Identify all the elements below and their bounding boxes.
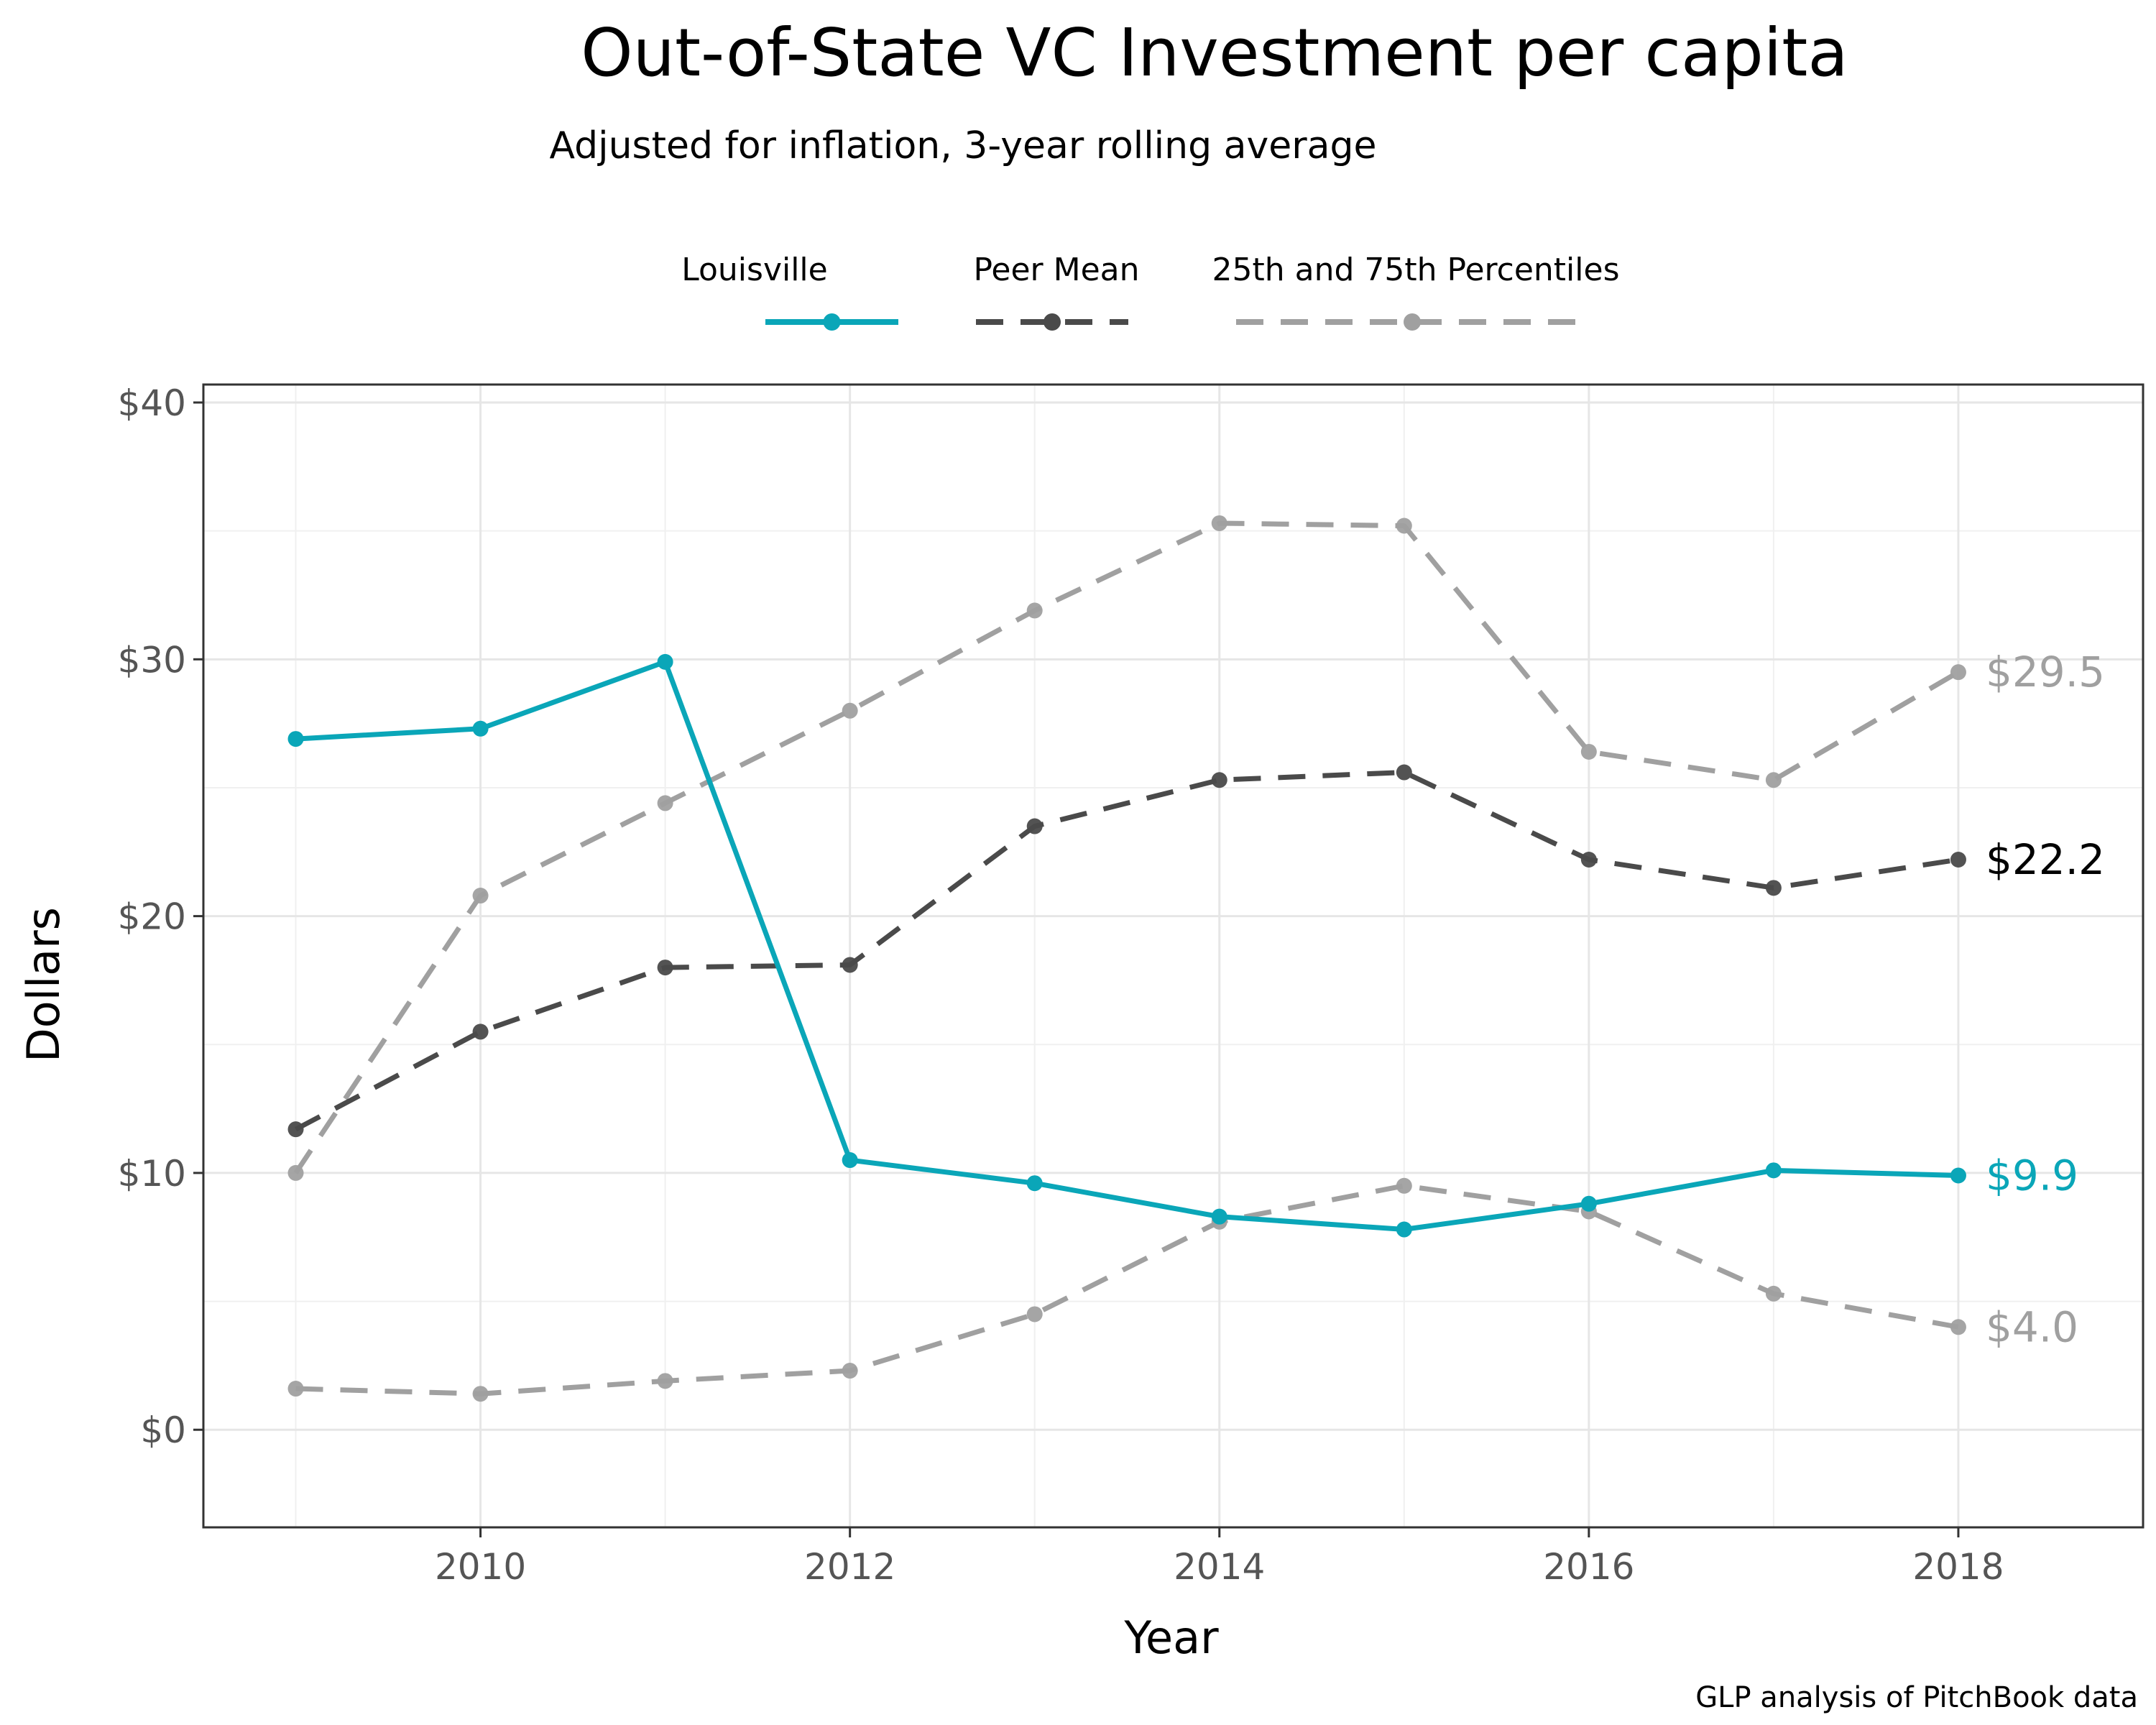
data-point-mean xyxy=(842,957,858,973)
data-point-p75 xyxy=(842,702,858,719)
plot-border xyxy=(202,383,2145,1529)
x-tick-label: 2010 xyxy=(435,1546,526,1588)
data-point-p75 xyxy=(1026,602,1043,619)
y-tick-label: $30 xyxy=(118,639,186,681)
data-point-louisville xyxy=(1026,1175,1043,1192)
chart-title: Out-of-State VC Investment per capita xyxy=(581,14,1848,91)
data-point-mean xyxy=(472,1024,489,1040)
data-point-mean xyxy=(1580,852,1597,868)
data-point-p75 xyxy=(1396,518,1412,534)
legend-label: Louisville xyxy=(681,252,827,288)
legend-label: Peer Mean xyxy=(973,252,1139,288)
legend-swatch-point xyxy=(1404,313,1421,331)
data-point-louisville xyxy=(657,653,673,670)
data-point-mean xyxy=(1026,818,1043,834)
y-tick-label: $0 xyxy=(140,1409,186,1451)
legend-swatch-point xyxy=(1044,313,1061,331)
end-label-p25: $4.0 xyxy=(1986,1302,2078,1351)
chart-caption: GLP analysis of PitchBook data xyxy=(1695,1681,2138,1714)
end-label-louisville: $9.9 xyxy=(1986,1151,2078,1200)
data-point-mean xyxy=(1950,852,1966,868)
data-point-p25 xyxy=(287,1381,304,1397)
data-point-p75 xyxy=(1580,743,1597,760)
data-point-p25 xyxy=(1950,1319,1966,1335)
end-label-p75: $29.5 xyxy=(1986,648,2105,696)
x-tick-label: 2014 xyxy=(1174,1546,1265,1588)
data-point-mean xyxy=(657,960,673,976)
data-point-p25 xyxy=(842,1363,858,1379)
legend-label: 25th and 75th Percentiles xyxy=(1212,252,1620,288)
series-line-mean xyxy=(294,770,1959,1132)
data-point-mean xyxy=(1396,764,1412,781)
end-label-mean: $22.2 xyxy=(1986,835,2105,884)
data-point-louisville xyxy=(1396,1221,1412,1238)
x-tick-label: 2012 xyxy=(804,1546,895,1588)
chart-subtitle: Adjusted for inflation, 3-year rolling a… xyxy=(549,124,1376,167)
y-tick-label: $40 xyxy=(118,382,186,424)
data-point-louisville xyxy=(1765,1162,1782,1179)
data-point-p75 xyxy=(1950,664,1966,681)
x-tick-label: 2016 xyxy=(1543,1546,1634,1588)
data-point-mean xyxy=(287,1121,304,1138)
data-point-p25 xyxy=(472,1386,489,1402)
y-tick-label: $10 xyxy=(118,1153,186,1195)
plot-area: $29.5 $4.0 $22.2 $9.9 $0 $10 $20 $30 $40 2010 2012… xyxy=(118,382,2145,1588)
data-point-louisville xyxy=(472,720,489,737)
data-point-p25 xyxy=(657,1373,673,1389)
data-point-louisville xyxy=(842,1152,858,1169)
data-point-mean xyxy=(1765,880,1782,896)
data-point-p75 xyxy=(1765,772,1782,788)
data-point-p75 xyxy=(472,888,489,904)
data-point-p25 xyxy=(1765,1285,1782,1302)
legend-swatch-point xyxy=(823,313,841,331)
data-point-p75 xyxy=(287,1164,304,1181)
x-tick-label: 2018 xyxy=(1912,1546,2004,1588)
data-point-louisville xyxy=(1580,1195,1597,1212)
data-point-louisville xyxy=(1950,1167,1966,1184)
data-point-p75 xyxy=(1211,515,1227,531)
series-line-louisville xyxy=(295,659,1959,1233)
series-line-p25 xyxy=(295,1183,1959,1397)
x-axis-title: Year xyxy=(1123,1611,1219,1664)
data-point-louisville xyxy=(287,731,304,748)
data-point-louisville xyxy=(1211,1208,1227,1225)
plot-background xyxy=(203,385,2143,1527)
data-point-p75 xyxy=(657,795,673,811)
data-point-mean xyxy=(1211,772,1227,788)
y-axis-title: Dollars xyxy=(17,907,70,1062)
data-point-p25 xyxy=(1026,1306,1043,1322)
y-tick-label: $20 xyxy=(118,896,186,938)
data-point-p25 xyxy=(1396,1177,1412,1194)
legend: Louisville Peer Mean 25th and 75th Percent… xyxy=(681,252,1620,331)
